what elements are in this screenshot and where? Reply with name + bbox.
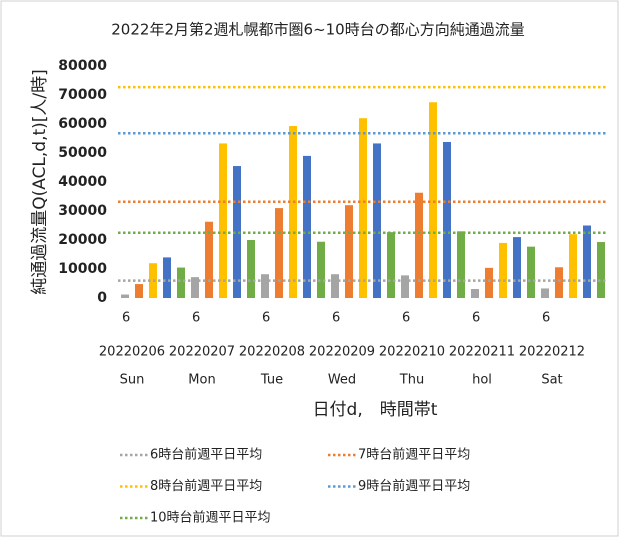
legend-label: 9時台前週平日平均 [358,478,470,494]
date-label: 20220206 [99,345,165,360]
date-label: 20220209 [309,345,375,360]
bar [219,143,227,298]
date-label: 20220207 [169,345,235,360]
y-tick-label: 10000 [58,261,107,277]
bar [191,277,199,298]
bar [485,267,493,298]
legend-label: 8時台前週平日平均 [150,478,262,494]
date-label: 20220211 [449,345,515,360]
x-axis-title: 日付d, 時間帯t [313,400,438,420]
bar [415,192,423,298]
y-tick-label: 0 [97,290,107,306]
bar [387,232,395,298]
bar [177,267,185,298]
date-label: 20220208 [239,345,305,360]
bar [303,155,311,298]
chart-title: 2022年2月第2週札幌都市圏6~10時台の都心方向純通過流量 [111,21,524,39]
x-tick-label: 6 [262,311,270,326]
bar [261,274,269,298]
weekday-label: Wed [328,373,356,388]
y-tick-label: 30000 [58,203,107,219]
legend-label: 10時台前週平日平均 [150,510,271,526]
bar [163,257,171,298]
bar [597,242,605,298]
x-tick-label: 6 [332,311,340,326]
bar [331,274,339,298]
bar [429,102,437,298]
bar [247,240,255,298]
bar [499,242,507,298]
weekday-label: Sat [541,373,562,388]
bar [583,225,591,298]
x-tick-label: 6 [192,311,200,326]
x-tick-label: 6 [402,311,410,326]
bar [359,118,367,298]
y-tick-label: 60000 [58,116,107,132]
y-tick-label: 80000 [58,58,107,74]
bar [541,288,549,298]
bar [275,208,283,298]
bar [513,237,521,298]
bar [527,246,535,298]
bar [555,267,563,298]
legend-label: 7時台前週平日平均 [358,447,470,463]
bar [443,141,451,298]
x-tick-label: 6 [472,311,480,326]
bar [401,275,409,298]
bar [205,221,213,298]
bar [289,126,297,298]
date-label: 20220210 [379,345,445,360]
bar [471,289,479,298]
bar [373,143,381,298]
y-axis-title: 純通過流量Q(ACL,d,t)[人/時] [30,69,50,295]
weekday-label: Sun [120,373,145,388]
weekday-label: Mon [188,373,215,388]
weekday-label: Tue [260,373,283,388]
legend-label: 6時台前週平日平均 [150,447,262,463]
weekday-label: hol [472,373,492,388]
y-tick-label: 50000 [58,145,107,161]
bar [135,284,143,298]
bar [569,234,577,298]
date-label: 20220212 [519,345,585,360]
x-tick-label: 6 [122,311,130,326]
bar [233,166,241,298]
y-tick-label: 20000 [58,232,107,248]
weekday-label: Thu [399,373,424,388]
x-tick-label: 6 [542,311,550,326]
y-tick-label: 40000 [58,174,107,190]
bar [457,231,465,298]
bar [121,294,129,298]
bar [345,205,353,298]
bar [317,241,325,298]
y-tick-label: 70000 [58,87,107,103]
